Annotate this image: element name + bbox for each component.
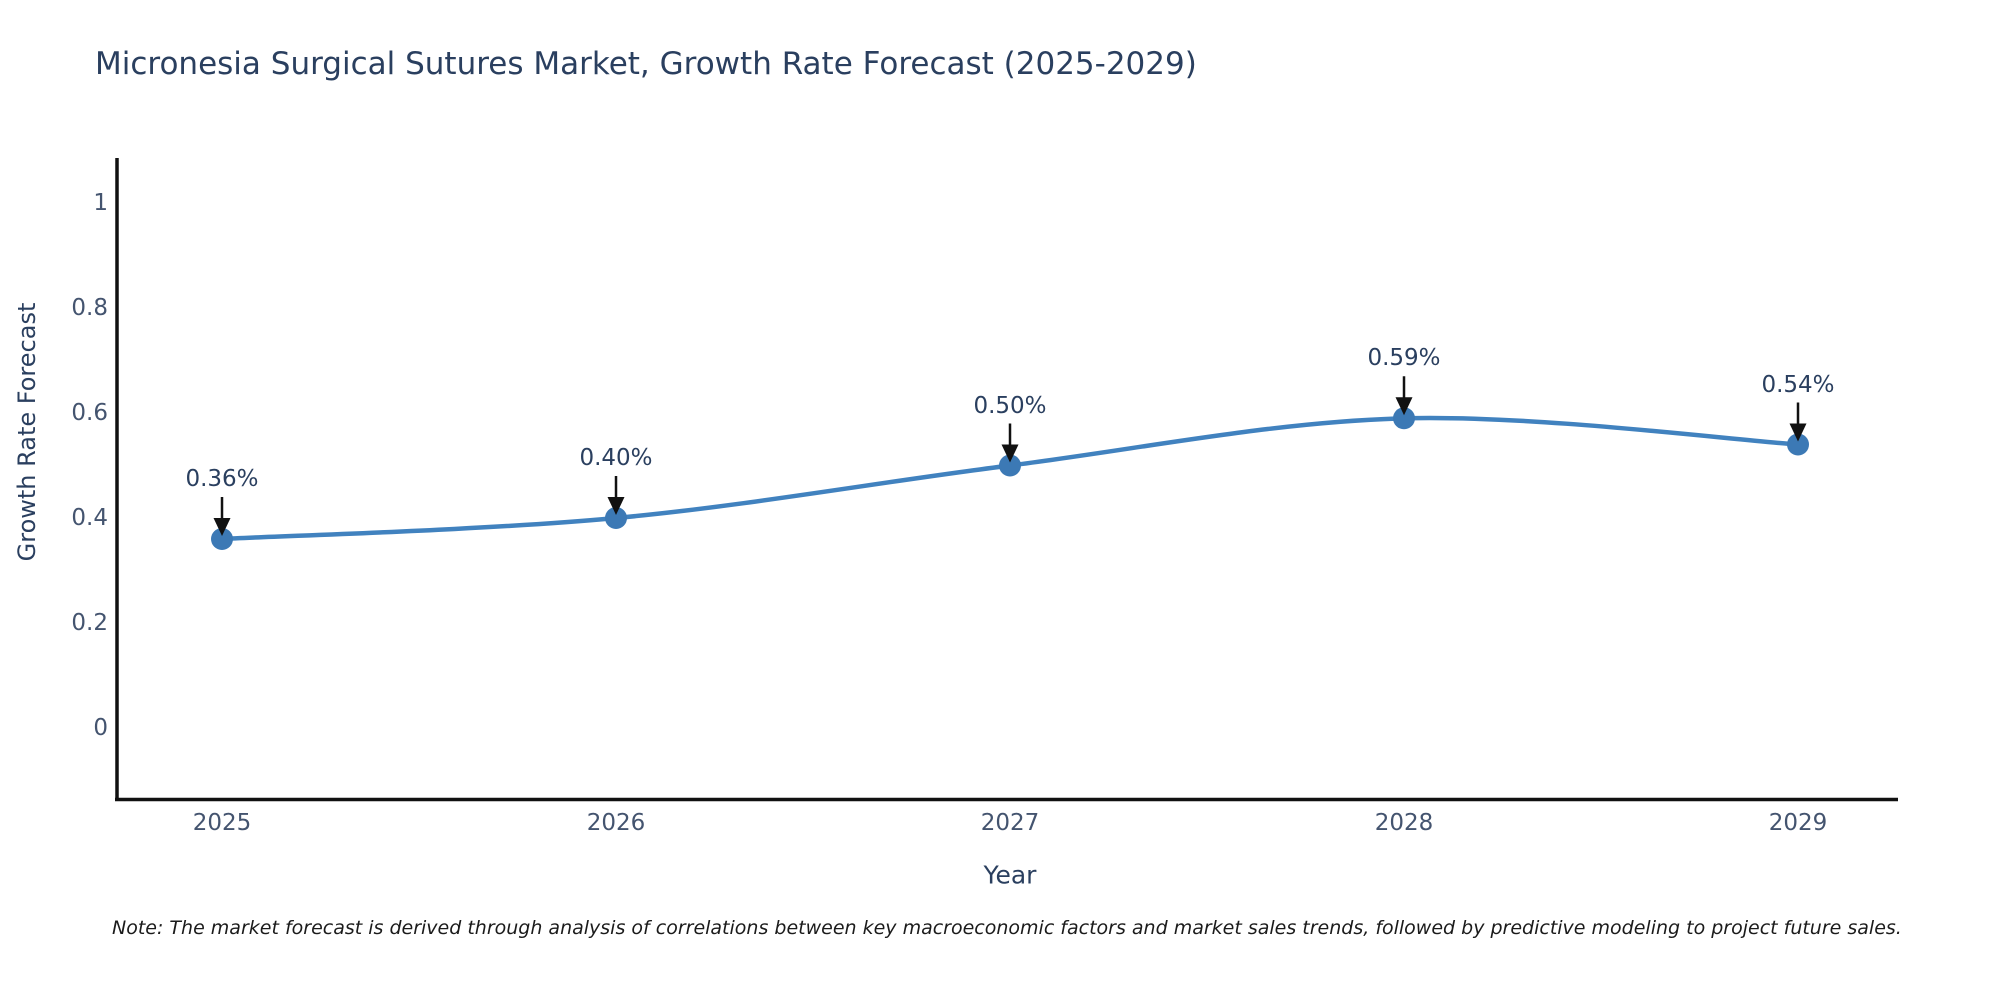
- annotation-arrowhead-icon: [1789, 423, 1807, 442]
- y-tick-label: 1: [93, 189, 108, 216]
- y-tick-label: 0.2: [71, 610, 108, 636]
- point-annotation: 0.50%: [973, 392, 1047, 419]
- point-annotation: 0.54%: [1761, 371, 1835, 398]
- x-tick-label: 2027: [980, 810, 1040, 836]
- y-tick-label: 0: [93, 715, 108, 742]
- y-tick-label: 0.8: [71, 295, 108, 321]
- point-annotation: 0.59%: [1367, 345, 1441, 372]
- x-tick-label: 2028: [1374, 810, 1434, 836]
- annotation-arrowhead-icon: [213, 518, 231, 537]
- data-point-marker[interactable]: [1393, 407, 1416, 430]
- annotation-arrowhead-icon: [1001, 444, 1019, 463]
- y-tick-label: 0.4: [71, 505, 108, 531]
- footer-note: Note: The market forecast is derived thr…: [112, 917, 1902, 939]
- data-point-marker[interactable]: [1787, 433, 1810, 456]
- chart-title: Micronesia Surgical Sutures Market, Grow…: [95, 46, 1197, 82]
- x-tick-label: 2029: [1768, 810, 1828, 836]
- data-point-marker[interactable]: [211, 528, 234, 551]
- data-point-marker[interactable]: [999, 454, 1022, 477]
- data-point-marker[interactable]: [605, 507, 628, 530]
- annotation-arrowhead-icon: [607, 497, 625, 516]
- y-tick-label: 0.6: [71, 400, 108, 426]
- point-annotation: 0.36%: [185, 466, 259, 492]
- x-axis-title: Year: [983, 860, 1037, 890]
- x-tick-label: 2025: [192, 810, 252, 836]
- point-annotation: 0.40%: [579, 445, 653, 471]
- annotation-arrowhead-icon: [1395, 397, 1413, 416]
- x-tick-label: 2026: [586, 810, 646, 836]
